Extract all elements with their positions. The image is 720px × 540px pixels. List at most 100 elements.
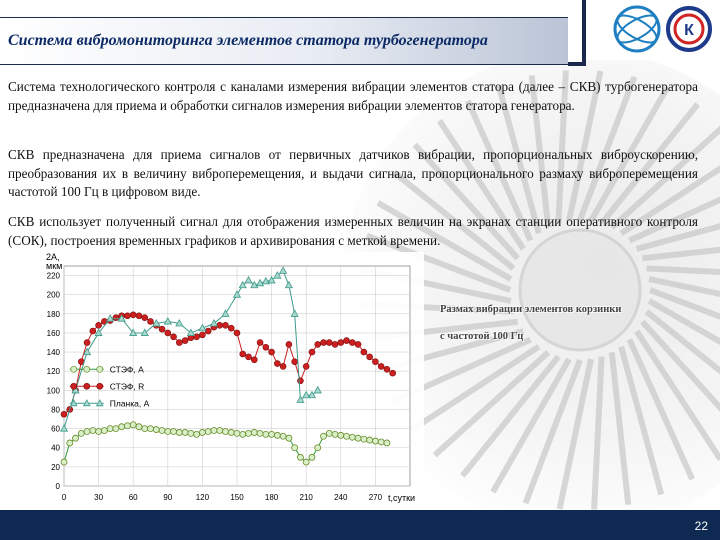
data-point-circle — [164, 329, 172, 337]
data-point-circle — [135, 312, 143, 320]
data-point-circle-open — [60, 458, 68, 466]
data-point-circle-open — [193, 430, 201, 438]
data-point-triangle — [106, 314, 115, 322]
data-point-circle-open — [118, 423, 126, 431]
data-point-triangle — [186, 328, 195, 336]
turbine-blade — [644, 309, 720, 375]
data-point-circle-open — [268, 430, 276, 438]
data-point-circle — [245, 353, 252, 361]
data-point-circle — [337, 339, 345, 346]
chart-annotation-line2: с частотой 100 Гц — [440, 331, 524, 342]
turbine-blade — [648, 276, 720, 297]
data-point-circle-open — [198, 429, 206, 436]
paragraph-1: Система технологического контроля с кана… — [8, 79, 698, 113]
data-point-circle — [216, 322, 223, 329]
legend-label: Планка, А — [110, 398, 150, 408]
sibis-logo — [613, 5, 661, 53]
data-point-circle — [227, 324, 235, 332]
data-point-triangle — [82, 347, 92, 356]
data-point-circle — [89, 327, 97, 335]
data-point-circle-open — [112, 425, 120, 433]
data-point-circle-open — [152, 426, 160, 433]
y-axis-label-part: 2A, — [46, 252, 60, 262]
data-point-circle — [285, 341, 293, 348]
data-point-triangle — [267, 275, 276, 284]
chart-series — [59, 266, 397, 466]
x-tick-label: 180 — [265, 493, 279, 502]
data-point-circle-open — [83, 428, 91, 435]
legend-item: СТЭФ, А — [69, 364, 144, 374]
x-tick-label: 210 — [300, 493, 314, 502]
turbine-blade — [626, 338, 695, 481]
x-axis-label: t,сутки — [388, 493, 415, 503]
legend-marker — [96, 365, 104, 373]
data-point-circle-open — [354, 434, 362, 442]
data-point-circle — [377, 363, 385, 370]
turbine-blade — [608, 352, 632, 505]
data-point-circle — [268, 348, 275, 356]
data-point-circle-open — [314, 444, 322, 452]
data-point-circle-open — [216, 427, 224, 434]
data-point-circle-open — [325, 429, 333, 437]
data-point-circle-open — [158, 427, 166, 434]
chart-annotation-line1: Размах вибрации элементов корзинки — [440, 304, 622, 315]
y-tick-labels: 0 20 40 60 80 100 120 140 160 180 200 220 — [47, 272, 61, 491]
data-point-triangle — [94, 328, 103, 336]
legend-item: СТЭФ, R — [69, 381, 144, 391]
data-point-circle-open — [147, 425, 154, 433]
data-point-triangle — [296, 395, 305, 403]
data-point-circle — [129, 311, 137, 319]
data-point-circle — [124, 312, 131, 320]
data-point-circle — [320, 339, 327, 346]
data-point-triangle — [273, 271, 282, 279]
data-point-triangle — [71, 385, 80, 394]
data-point-circle-open — [181, 429, 189, 436]
data-point-circle — [308, 348, 316, 356]
data-point-circle-open — [233, 429, 241, 437]
series-Планка, А — [59, 266, 322, 432]
data-point-triangle — [250, 280, 259, 289]
data-point-triangle — [244, 275, 253, 284]
data-point-triangle — [302, 390, 311, 399]
data-point-circle-open — [227, 429, 235, 436]
legend-marker — [83, 365, 91, 373]
data-point-circle — [222, 322, 229, 329]
legend-label: СТЭФ, А — [110, 364, 144, 374]
turbine-blade — [490, 357, 572, 494]
x-tick-label: 120 — [196, 493, 210, 502]
paragraph-2: СКВ предназначена для приема сигналов от… — [8, 147, 698, 199]
data-point-circle-open — [210, 427, 218, 434]
data-point-circle-open — [141, 425, 149, 433]
data-point-circle — [279, 363, 287, 370]
vibration-chart: 0 20 40 60 80 100 120 140 160 180 200 220 0 30 60 90 12… — [40, 252, 424, 508]
x-tick-label: 240 — [334, 493, 348, 502]
legend-label: СТЭФ, R — [110, 381, 144, 391]
y-tick-label: 180 — [47, 310, 61, 319]
chart-legend: СТЭФ, А СТЭФ, R Планка, А — [69, 364, 150, 408]
data-point-circle — [239, 350, 247, 358]
data-point-circle-open — [135, 423, 143, 431]
data-point-circle-open — [95, 428, 102, 435]
data-point-circle — [331, 341, 339, 348]
data-point-triangle — [129, 328, 138, 336]
x-tick-label: 60 — [129, 493, 138, 502]
legend-marker — [83, 382, 91, 390]
y-tick-label: 0 — [56, 482, 61, 491]
y-tick-label: 220 — [47, 272, 61, 281]
legend-marker — [70, 365, 78, 373]
data-point-circle-open — [89, 427, 97, 434]
data-point-circle — [360, 348, 368, 356]
turbine-blade — [522, 358, 583, 505]
y-tick-label: 80 — [51, 405, 60, 414]
y-tick-label: 160 — [47, 329, 61, 338]
page-title: Система вибромониторинга элементов стато… — [8, 32, 488, 49]
turbine-blade — [640, 319, 720, 412]
data-point-triangle — [261, 276, 270, 285]
data-point-circle-open — [245, 429, 252, 437]
turbine-blade — [648, 287, 720, 320]
data-point-triangle — [307, 390, 317, 399]
y-tick-label: 100 — [47, 386, 61, 395]
data-point-triangle — [117, 314, 126, 322]
turbine-blade — [634, 329, 720, 461]
data-point-circle — [325, 339, 333, 346]
